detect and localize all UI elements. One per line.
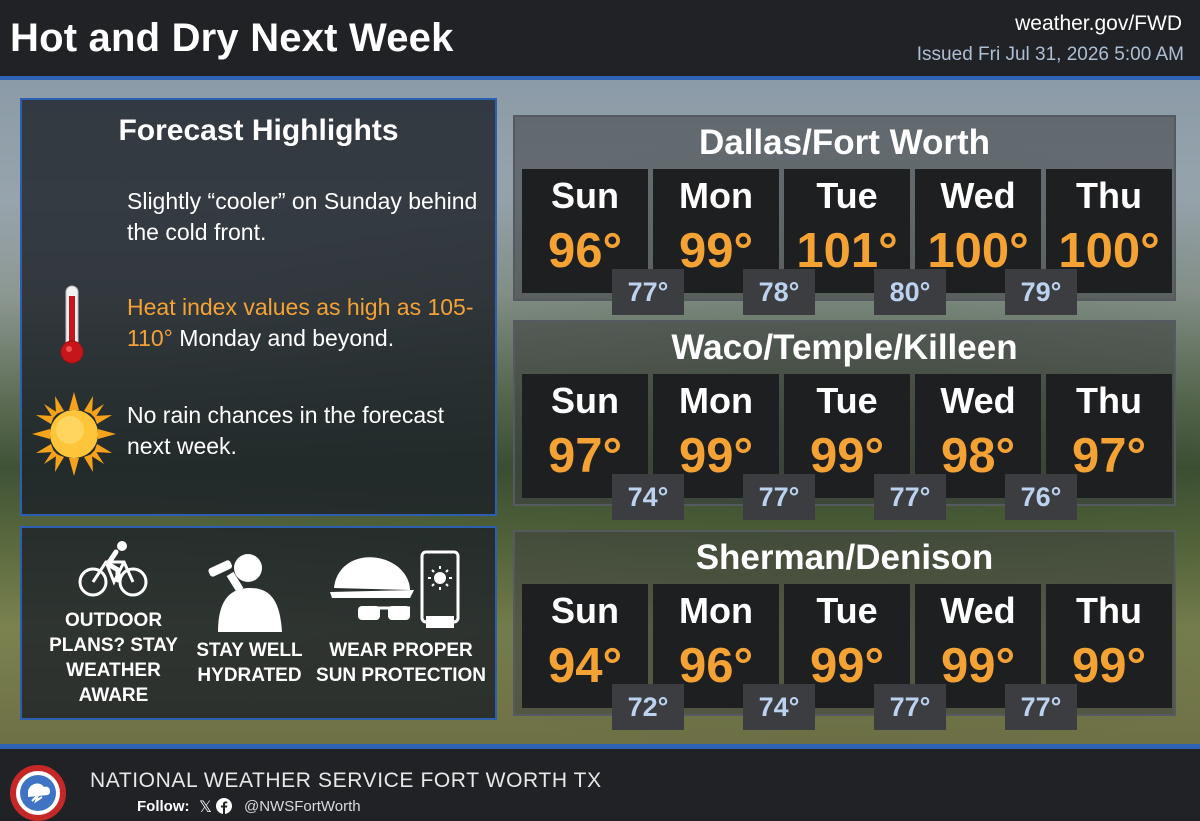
low-temp: 79° <box>1005 269 1077 315</box>
safety-tips-panel: OUTDOOR PLANS? STAY WEATHER AWARE STAY W… <box>20 526 497 720</box>
city-panel-sherman-denison: Sherman/Denison Sun 94° Mon 96° Tue 99° Wed… <box>513 530 1176 730</box>
high-temp: 96° <box>547 224 623 278</box>
heat-index-values: Heat index values as high as 105-110° <box>127 294 474 351</box>
city-panel-waco-temple-killeen: Waco/Temple/Killeen Sun 97° Mon 99° Tue 99°… <box>513 320 1176 520</box>
tip-stay-hydrated: STAY WELL HYDRATED <box>196 640 303 686</box>
highlight-no-rain: No rain chances in the forecast next wee… <box>127 402 445 459</box>
tip-outdoor-plans: OUTDOOR PLANS? STAY WEATHER AWARE <box>49 610 178 706</box>
high-temp: 97° <box>1071 429 1147 483</box>
day-name: Tue <box>816 590 878 631</box>
high-temp: 99° <box>1071 639 1147 693</box>
high-temp: 99° <box>809 429 885 483</box>
city-name: Waco/Temple/Killeen <box>671 328 1018 367</box>
low-temp: 77° <box>1005 684 1077 730</box>
day-name: Thu <box>1076 380 1142 421</box>
website-link[interactable]: weather.gov/FWD <box>1015 12 1182 35</box>
low-temp: 72° <box>612 684 684 730</box>
low-temp: 78° <box>743 269 815 315</box>
high-temp: 97° <box>547 429 623 483</box>
day-name: Tue <box>816 175 878 216</box>
nws-logo-icon <box>10 765 66 821</box>
high-temp: 99° <box>678 429 754 483</box>
high-temp: 94° <box>547 639 623 693</box>
header-bar: Hot and Dry Next Week weather.gov/FWD Is… <box>0 0 1200 80</box>
low-temp: 77° <box>874 684 946 730</box>
city-name: Sherman/Denison <box>695 538 994 577</box>
high-temp: 99° <box>809 639 885 693</box>
highlight-cooler-sunday: Slightly “cooler” on Sunday behind the c… <box>127 188 478 245</box>
heat-index-timing: Monday and beyond. <box>172 325 395 351</box>
low-temp: 74° <box>743 684 815 730</box>
drinking-water-icon <box>208 554 282 632</box>
high-temp: 99° <box>678 224 754 278</box>
social-icons: 𝕏 <box>199 797 233 817</box>
high-temp: 96° <box>678 639 754 693</box>
day-name: Wed <box>940 590 1016 631</box>
day-name: Mon <box>679 175 753 216</box>
low-temp: 77° <box>874 474 946 520</box>
day-name: Mon <box>679 590 753 631</box>
highlight-heat-index: Heat index values as high as 105-110° Mo… <box>127 292 492 354</box>
thermometer-icon <box>60 285 84 364</box>
day-card: Thu 99° <box>1046 584 1172 708</box>
city-name: Dallas/Fort Worth <box>698 123 991 162</box>
organization-name: NATIONAL WEATHER SERVICE FORT WORTH TX <box>90 769 602 792</box>
sun-icon <box>32 392 116 476</box>
forecast-highlights-panel: Forecast Highlights Slightly “cooler” on… <box>20 98 497 516</box>
day-name: Tue <box>816 380 878 421</box>
facebook-icon[interactable] <box>216 798 233 814</box>
low-temp: 77° <box>743 474 815 520</box>
highlights-title: Forecast Highlights <box>118 114 399 147</box>
x-twitter-icon[interactable]: 𝕏 <box>199 799 212 816</box>
day-name: Thu <box>1076 590 1142 631</box>
day-name: Sun <box>551 590 619 631</box>
social-handle[interactable]: @NWSFortWorth <box>244 798 361 815</box>
cyclist-icon <box>78 541 148 597</box>
day-name: Sun <box>551 175 619 216</box>
low-temp: 76° <box>1005 474 1077 520</box>
tip-sun-protection: WEAR PROPER SUN PROTECTION <box>316 640 486 686</box>
low-temp: 77° <box>612 269 684 315</box>
city-panel-dallas-fort-worth: Dallas/Fort Worth Sun 96° Mon 99° Tue 101° … <box>513 115 1176 315</box>
page-title: Hot and Dry Next Week <box>10 16 454 60</box>
follow-label: Follow: <box>137 798 190 815</box>
day-name: Wed <box>940 380 1016 421</box>
day-name: Wed <box>940 175 1016 216</box>
issued-timestamp: Issued Fri Jul 31, 2026 5:00 AM <box>916 44 1184 65</box>
low-temp: 80° <box>874 269 946 315</box>
day-name: Thu <box>1076 175 1142 216</box>
low-temp: 74° <box>612 474 684 520</box>
day-name: Sun <box>551 380 619 421</box>
high-temp: 99° <box>940 639 1016 693</box>
footer-bar: NATIONAL WEATHER SERVICE FORT WORTH TX F… <box>0 744 1200 821</box>
high-temp: 98° <box>940 429 1016 483</box>
day-name: Mon <box>679 380 753 421</box>
sun-protection-icon <box>330 550 460 628</box>
